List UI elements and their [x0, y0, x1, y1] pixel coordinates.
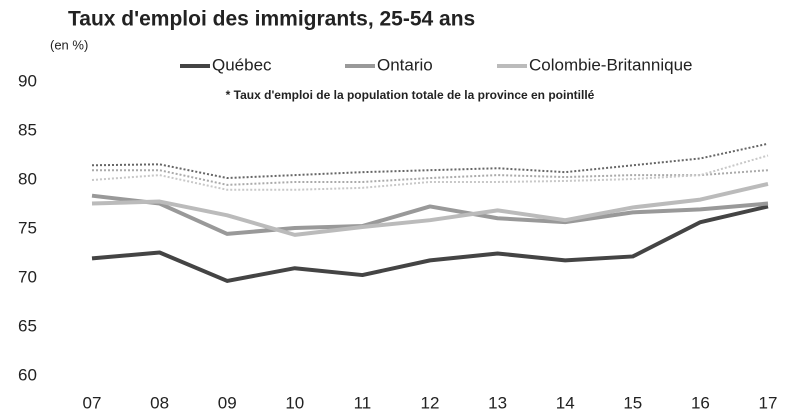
y-tick-label: 75 — [18, 218, 37, 237]
x-tick-label: 14 — [556, 393, 575, 412]
dotted-line — [91, 154, 769, 191]
chart-title: Taux d'emploi des immigrants, 25-54 ans — [68, 8, 475, 31]
series-line — [91, 204, 769, 283]
x-tick-label: 10 — [285, 393, 304, 412]
x-tick-label: 08 — [150, 393, 169, 412]
x-tick-label: 09 — [218, 393, 237, 412]
y-tick-label: 70 — [18, 267, 37, 286]
x-tick-label: 11 — [354, 393, 372, 412]
legend-label: Colombie-Britannique — [529, 55, 692, 74]
subtitle: (en %) — [50, 37, 88, 52]
y-tick-label: 60 — [18, 365, 37, 384]
x-tick-label: 17 — [759, 393, 778, 412]
annotation: * Taux d'emploi de la population totale … — [226, 88, 595, 102]
x-tick-label: 12 — [421, 393, 440, 412]
dotted-line — [91, 142, 769, 180]
series-line — [91, 193, 769, 236]
series-line — [91, 181, 769, 237]
x-tick-label: 07 — [83, 393, 102, 412]
dotted-line — [92, 169, 769, 186]
x-tick-label: 16 — [691, 393, 710, 412]
x-tick-label: 15 — [623, 393, 642, 412]
y-tick-label: 85 — [18, 120, 37, 139]
y-tick-label: 65 — [18, 316, 37, 335]
legend-label: Québec — [212, 55, 272, 74]
y-tick-label: 90 — [18, 71, 37, 90]
y-tick-label: 80 — [18, 169, 37, 188]
x-tick-label: 13 — [488, 393, 507, 412]
legend-label: Ontario — [377, 55, 433, 74]
